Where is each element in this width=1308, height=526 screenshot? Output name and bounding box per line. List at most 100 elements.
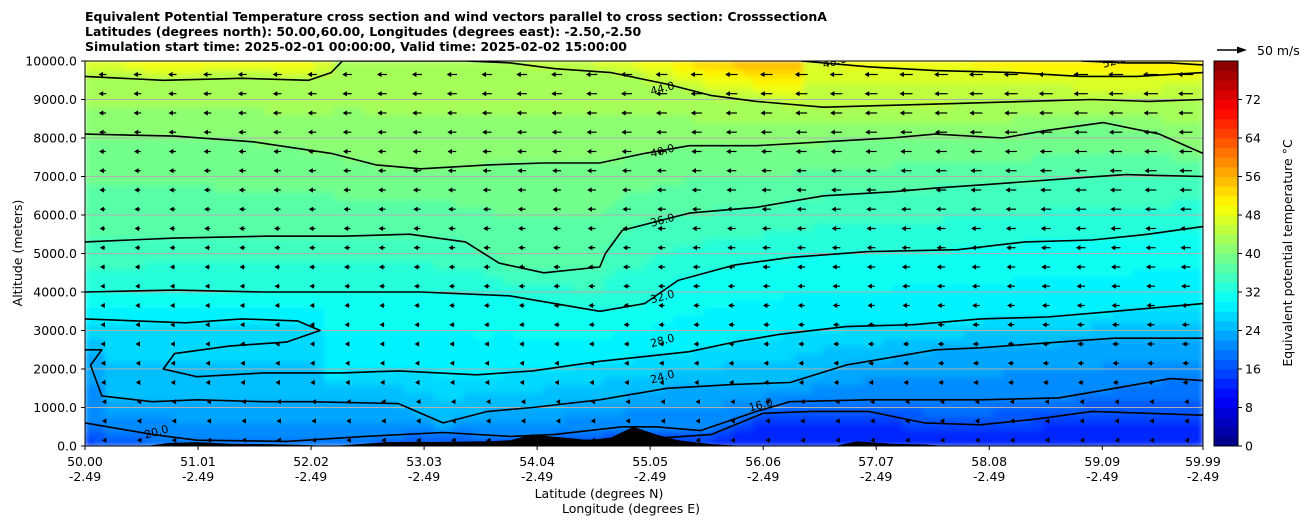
field-cell	[693, 68, 705, 77]
field-cell	[1052, 383, 1064, 393]
field-cell	[403, 414, 415, 424]
field-cell	[184, 406, 196, 416]
field-cell	[793, 383, 805, 393]
field-cell	[343, 322, 356, 332]
field-cell	[334, 306, 346, 316]
field-cell	[353, 160, 366, 170]
field-cell	[563, 322, 575, 332]
field-cell	[743, 106, 755, 116]
field-cell	[154, 406, 166, 416]
field-cell	[463, 422, 475, 432]
field-cell	[363, 152, 376, 162]
field-cell	[294, 61, 306, 70]
field-cell	[184, 91, 196, 101]
field-cell	[114, 83, 126, 93]
field-cell	[962, 175, 974, 185]
field-cell	[703, 229, 715, 239]
field-cell	[663, 260, 675, 270]
field-cell	[363, 406, 376, 416]
field-cell	[593, 283, 605, 293]
field-cell	[533, 383, 545, 393]
field-cell	[603, 329, 615, 339]
field-cell	[343, 276, 356, 285]
field-cell	[1012, 406, 1024, 416]
field-cell	[493, 168, 505, 178]
field-cell	[403, 122, 415, 131]
field-cell	[104, 214, 116, 224]
field-cell	[393, 437, 405, 446]
field-cell	[94, 329, 106, 339]
field-cell	[563, 368, 575, 378]
field-cell	[883, 299, 895, 308]
field-cell	[104, 175, 116, 185]
field-cell	[1032, 206, 1044, 216]
field-cell	[493, 106, 505, 116]
field-cell	[453, 383, 465, 393]
field-cell	[483, 229, 495, 239]
field-cell	[733, 422, 745, 432]
field-cell	[643, 322, 655, 332]
field-cell	[463, 91, 475, 101]
field-cell	[1022, 406, 1034, 416]
field-cell	[583, 430, 595, 439]
field-cell	[962, 291, 974, 301]
field-cell	[653, 98, 665, 108]
field-cell	[693, 299, 705, 308]
field-cell	[713, 61, 725, 70]
field-cell	[363, 114, 376, 124]
field-cell	[833, 68, 845, 77]
field-cell	[912, 283, 925, 293]
field-cell	[673, 399, 685, 409]
field-cell	[314, 360, 326, 370]
field-cell	[823, 322, 835, 332]
field-cell	[493, 422, 505, 432]
field-cell	[124, 306, 136, 316]
field-cell	[972, 168, 984, 178]
field-cell	[214, 345, 226, 355]
field-cell	[224, 322, 236, 332]
field-cell	[363, 75, 376, 85]
field-cell	[493, 98, 505, 108]
field-cell	[383, 183, 396, 193]
field-cell	[653, 252, 665, 262]
field-cell	[493, 206, 505, 216]
field-cell	[274, 137, 286, 147]
field-cell	[932, 214, 945, 224]
field-cell	[992, 252, 1004, 262]
field-cell	[723, 206, 735, 216]
field-cell	[693, 114, 705, 124]
field-cell	[114, 114, 126, 124]
field-cell	[773, 260, 785, 270]
field-cell	[1042, 283, 1054, 293]
field-cell	[783, 168, 795, 178]
field-cell	[723, 183, 735, 193]
field-cell	[114, 245, 126, 255]
field-cell	[124, 353, 136, 362]
field-cell	[823, 337, 835, 347]
field-cell	[633, 191, 645, 201]
field-cell	[373, 229, 386, 239]
field-cell	[473, 83, 485, 93]
field-cell	[144, 206, 156, 216]
field-cell	[1032, 252, 1044, 262]
field-cell	[683, 360, 695, 370]
field-cell	[264, 276, 276, 285]
field-cell	[1002, 345, 1014, 355]
field-cell	[503, 360, 515, 370]
field-cell	[623, 175, 635, 185]
field-cell	[573, 252, 585, 262]
field-cell	[573, 322, 585, 332]
field-cell	[653, 245, 665, 255]
field-cell	[383, 345, 396, 355]
field-cell	[803, 329, 815, 339]
field-cell	[1052, 199, 1064, 208]
field-cell	[793, 137, 805, 147]
field-cell	[363, 414, 376, 424]
field-cell	[633, 383, 645, 393]
field-cell	[583, 283, 595, 293]
field-cell	[1032, 145, 1044, 154]
field-cell	[114, 391, 126, 401]
field-cell	[523, 129, 535, 139]
field-cell	[503, 391, 515, 401]
field-cell	[433, 168, 445, 178]
